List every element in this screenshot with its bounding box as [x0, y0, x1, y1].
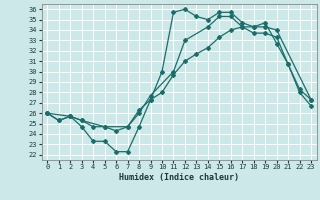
- X-axis label: Humidex (Indice chaleur): Humidex (Indice chaleur): [119, 173, 239, 182]
